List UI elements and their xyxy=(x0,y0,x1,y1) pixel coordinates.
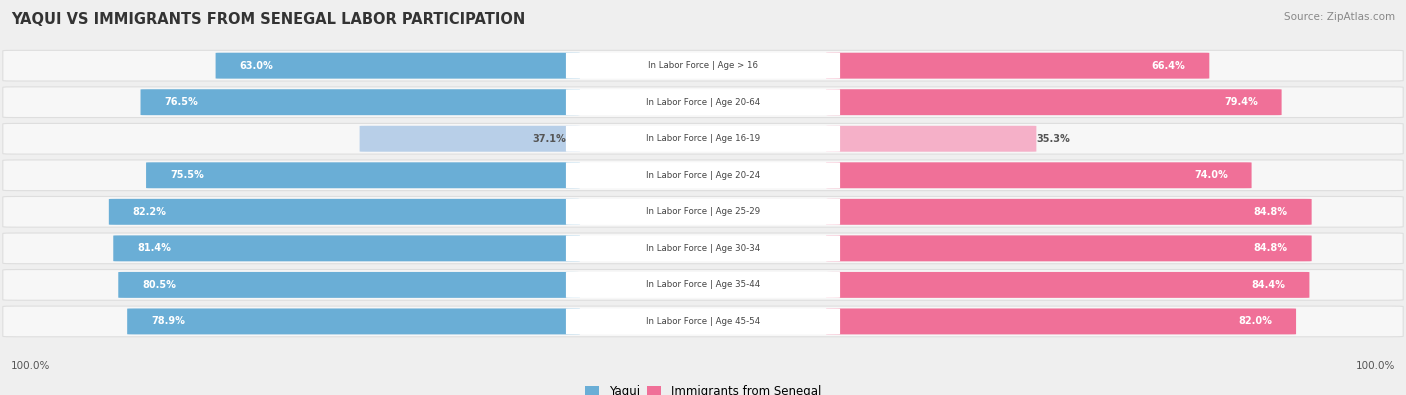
Text: In Labor Force | Age 25-29: In Labor Force | Age 25-29 xyxy=(645,207,761,216)
FancyBboxPatch shape xyxy=(3,160,1403,191)
FancyBboxPatch shape xyxy=(565,235,839,261)
Text: 75.5%: 75.5% xyxy=(170,170,204,180)
FancyBboxPatch shape xyxy=(3,123,1403,154)
FancyBboxPatch shape xyxy=(3,233,1403,264)
Text: In Labor Force | Age > 16: In Labor Force | Age > 16 xyxy=(648,61,758,70)
Text: 82.2%: 82.2% xyxy=(132,207,166,217)
FancyBboxPatch shape xyxy=(215,53,581,79)
FancyBboxPatch shape xyxy=(827,162,1251,188)
FancyBboxPatch shape xyxy=(565,272,839,298)
FancyBboxPatch shape xyxy=(3,269,1403,300)
Text: In Labor Force | Age 30-34: In Labor Force | Age 30-34 xyxy=(645,244,761,253)
FancyBboxPatch shape xyxy=(3,306,1403,337)
FancyBboxPatch shape xyxy=(827,308,1296,335)
Text: 100.0%: 100.0% xyxy=(1355,361,1395,371)
Text: 81.4%: 81.4% xyxy=(138,243,172,253)
FancyBboxPatch shape xyxy=(108,199,581,225)
Text: 79.4%: 79.4% xyxy=(1225,97,1258,107)
Text: 37.1%: 37.1% xyxy=(531,134,565,144)
Text: In Labor Force | Age 45-54: In Labor Force | Age 45-54 xyxy=(645,317,761,326)
Text: 84.8%: 84.8% xyxy=(1254,243,1288,253)
Text: 74.0%: 74.0% xyxy=(1194,170,1227,180)
FancyBboxPatch shape xyxy=(565,199,839,225)
FancyBboxPatch shape xyxy=(565,308,839,335)
Text: Source: ZipAtlas.com: Source: ZipAtlas.com xyxy=(1284,12,1395,22)
Text: 84.8%: 84.8% xyxy=(1254,207,1288,217)
FancyBboxPatch shape xyxy=(3,196,1403,227)
FancyBboxPatch shape xyxy=(827,235,1312,261)
FancyBboxPatch shape xyxy=(141,89,581,115)
Text: 35.3%: 35.3% xyxy=(1036,134,1070,144)
FancyBboxPatch shape xyxy=(565,89,839,115)
FancyBboxPatch shape xyxy=(118,272,581,298)
FancyBboxPatch shape xyxy=(827,272,1309,298)
FancyBboxPatch shape xyxy=(127,308,581,335)
FancyBboxPatch shape xyxy=(565,53,839,79)
Text: 78.9%: 78.9% xyxy=(150,316,186,326)
Text: 63.0%: 63.0% xyxy=(239,61,273,71)
FancyBboxPatch shape xyxy=(146,162,581,188)
FancyBboxPatch shape xyxy=(3,87,1403,118)
FancyBboxPatch shape xyxy=(827,53,1209,79)
Text: In Labor Force | Age 20-24: In Labor Force | Age 20-24 xyxy=(645,171,761,180)
Text: YAQUI VS IMMIGRANTS FROM SENEGAL LABOR PARTICIPATION: YAQUI VS IMMIGRANTS FROM SENEGAL LABOR P… xyxy=(11,12,526,27)
FancyBboxPatch shape xyxy=(360,126,581,152)
Text: 82.0%: 82.0% xyxy=(1239,316,1272,326)
FancyBboxPatch shape xyxy=(3,50,1403,81)
Text: In Labor Force | Age 35-44: In Labor Force | Age 35-44 xyxy=(645,280,761,290)
FancyBboxPatch shape xyxy=(565,162,839,188)
Text: In Labor Force | Age 20-64: In Labor Force | Age 20-64 xyxy=(645,98,761,107)
Text: 100.0%: 100.0% xyxy=(11,361,51,371)
FancyBboxPatch shape xyxy=(565,126,839,152)
Text: 80.5%: 80.5% xyxy=(142,280,176,290)
Legend: Yaqui, Immigrants from Senegal: Yaqui, Immigrants from Senegal xyxy=(585,385,821,395)
FancyBboxPatch shape xyxy=(827,126,1036,152)
FancyBboxPatch shape xyxy=(827,199,1312,225)
Text: 76.5%: 76.5% xyxy=(165,97,198,107)
Text: 66.4%: 66.4% xyxy=(1152,61,1185,71)
FancyBboxPatch shape xyxy=(827,89,1282,115)
Text: 84.4%: 84.4% xyxy=(1251,280,1285,290)
Text: In Labor Force | Age 16-19: In Labor Force | Age 16-19 xyxy=(645,134,761,143)
FancyBboxPatch shape xyxy=(114,235,581,261)
